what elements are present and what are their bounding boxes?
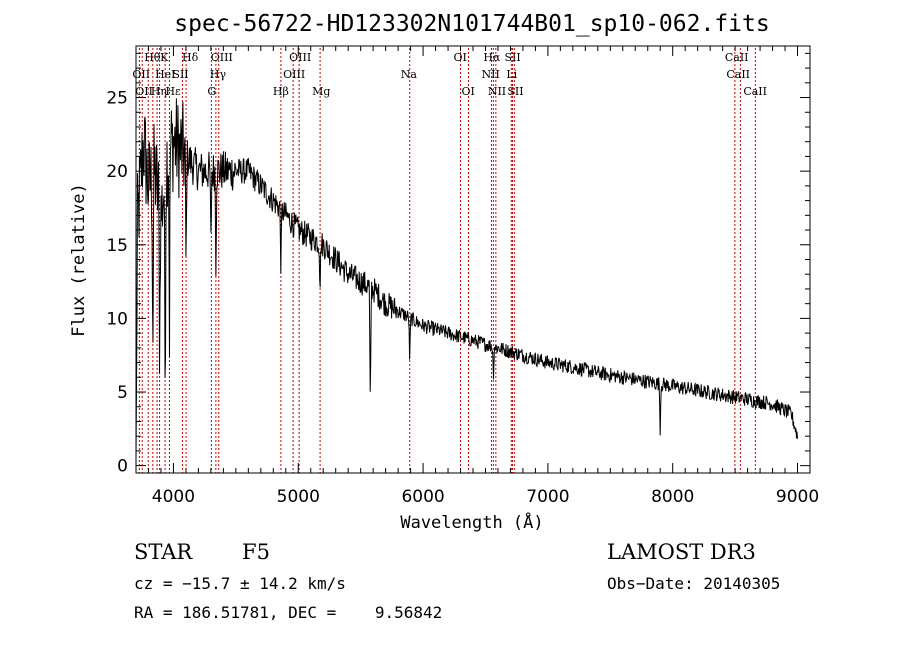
line-label: NII [488, 85, 506, 98]
x-tick-label: 4000 [152, 487, 195, 507]
chart-title: spec-56722-HD123302N101744B01_sp10-062.f… [174, 11, 769, 37]
line-label: OIII [283, 68, 305, 81]
line-label: OII [132, 68, 150, 81]
survey-name: LAMOST DR3 [607, 540, 756, 564]
line-label: SII [172, 68, 188, 81]
spectral-subclass: F5 [242, 540, 270, 564]
spectral-line-markers [138, 48, 756, 473]
line-label: Hθ [144, 51, 161, 64]
x-axis-ticks: 4000 5000 6000 7000 8000 9000 [135, 46, 819, 507]
line-label: HeI [155, 68, 175, 81]
line-label: Hγ [210, 68, 227, 81]
y-tick-label: 15 [106, 236, 128, 256]
line-label: Hδ [182, 51, 199, 64]
y-tick-label: 0 [117, 457, 128, 477]
line-label: OII [135, 85, 153, 98]
line-label: OI [454, 51, 467, 64]
spectrum-line [135, 98, 798, 459]
observation-date: Obs−Date: 20140305 [607, 574, 781, 593]
y-tick-label: 25 [106, 89, 128, 109]
line-label: OIII [211, 51, 233, 64]
spectral-line-labels: OII OII Hθ Hη HeI K Hε SII Hδ G Hγ OIII Hβ OIII OIII Mg… [132, 51, 767, 98]
y-tick-label: 20 [106, 162, 128, 182]
line-label: SII [507, 85, 523, 98]
line-label: OIII [289, 51, 311, 64]
y-tick-label: 10 [106, 309, 128, 329]
x-axis-label: Wavelength (Å) [400, 511, 543, 533]
line-label: CaII [743, 85, 767, 98]
line-label: Hβ [273, 85, 289, 98]
line-label: Li [506, 68, 517, 81]
line-label: SII [504, 51, 520, 64]
line-label: OI [462, 85, 475, 98]
x-tick-label: 7000 [526, 487, 569, 507]
plot-frame [135, 45, 811, 474]
line-label: K [160, 51, 169, 64]
line-label: CaII [726, 68, 750, 81]
y-tick-label: 5 [117, 383, 128, 403]
line-label: Hη [151, 85, 167, 98]
x-tick-label: 6000 [401, 487, 444, 507]
line-label: Mg [312, 85, 330, 98]
line-label: Na [401, 68, 418, 81]
line-label: Hα [483, 51, 501, 64]
line-label: NII [481, 68, 499, 81]
object-class: STAR [134, 540, 193, 564]
line-label: CaII [725, 51, 749, 64]
x-tick-label: 8000 [651, 487, 694, 507]
line-label: G [207, 85, 216, 98]
x-tick-label: 9000 [776, 487, 819, 507]
coordinates: RA = 186.51781, DEC = 9.56842 [134, 603, 443, 622]
x-tick-label: 5000 [277, 487, 320, 507]
y-axis-label: Flux (relative) [69, 183, 89, 337]
line-label: Hε [165, 85, 181, 98]
redshift-cz: cz = −15.7 ± 14.2 km/s [134, 574, 346, 593]
y-axis-ticks: 0 5 10 15 20 25 [106, 52, 810, 477]
